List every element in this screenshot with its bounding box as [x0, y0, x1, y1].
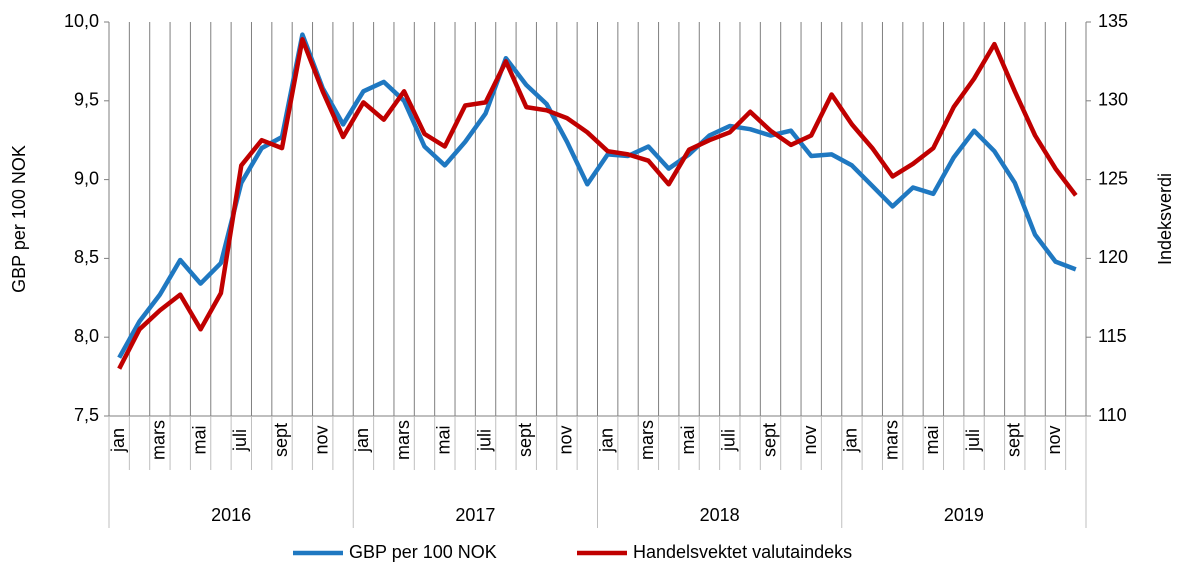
legend-label: GBP per 100 NOK: [349, 542, 497, 562]
y2-tick-label: 135: [1098, 11, 1128, 31]
x-tick-label: mars: [149, 420, 169, 460]
x-tick-label: mai: [434, 425, 454, 454]
x-tick-label: mars: [637, 420, 657, 460]
x-tick-label: jan: [596, 428, 616, 453]
x-tick-label: nov: [556, 425, 576, 454]
y-tick-label: 10,0: [64, 11, 99, 31]
y2-tick-label: 125: [1098, 168, 1128, 188]
x-tick-label: sept: [759, 423, 779, 457]
y-tick-label: 8,0: [74, 326, 99, 346]
x-tick-label: juli: [474, 429, 494, 452]
x-tick-label: sept: [1004, 423, 1024, 457]
y2-tick-label: 115: [1098, 326, 1127, 346]
group-label: 2019: [944, 505, 984, 525]
y2-tick-label: 120: [1098, 247, 1128, 267]
x-tick-label: jan: [352, 428, 372, 453]
x-tick-label: mars: [393, 420, 413, 460]
y2-tick-label: 130: [1098, 90, 1128, 110]
x-tick-label: nov: [1044, 425, 1064, 454]
x-tick-label: mai: [678, 425, 698, 454]
legend-label: Handelsvektet valutaindeks: [633, 542, 852, 562]
y2-axis-label: Indeksverdi: [1155, 173, 1175, 265]
x-tick-label: sept: [515, 423, 535, 457]
group-label: 2017: [455, 505, 495, 525]
y-axis-label: GBP per 100 NOK: [9, 145, 29, 293]
x-tick-label: mai: [189, 425, 209, 454]
series-line: [117, 37, 1078, 370]
x-tick-label: juli: [963, 429, 983, 452]
x-tick-label: jan: [841, 428, 861, 453]
series-line: [117, 32, 1077, 359]
x-tick-label: juli: [719, 429, 739, 452]
x-tick-label: mars: [881, 420, 901, 460]
x-tick-label: sept: [271, 423, 291, 457]
x-tick-label: jan: [108, 428, 128, 453]
group-label: 2016: [211, 505, 251, 525]
x-tick-label: nov: [800, 425, 820, 454]
y-tick-label: 8,5: [74, 247, 99, 267]
y-tick-label: 7,5: [74, 405, 99, 425]
x-tick-label: juli: [230, 429, 250, 452]
x-tick-label: mai: [922, 425, 942, 454]
y2-tick-label: 110: [1098, 405, 1127, 425]
y-tick-label: 9,0: [74, 168, 99, 188]
x-tick-label: nov: [311, 425, 331, 454]
group-label: 2018: [700, 505, 740, 525]
y-tick-label: 9,5: [74, 90, 99, 110]
